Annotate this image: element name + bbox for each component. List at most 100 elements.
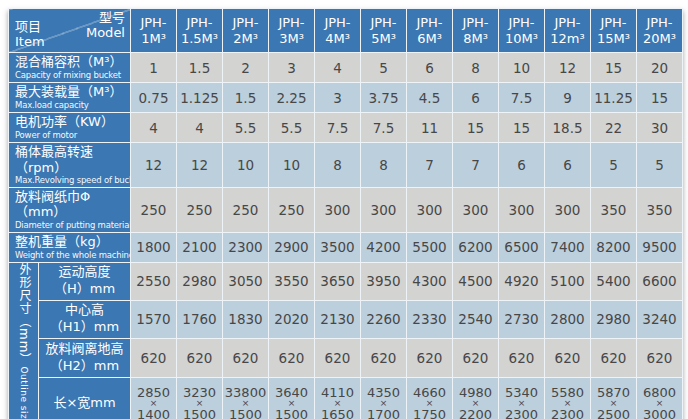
value-cell: 3640×1500 <box>269 378 315 419</box>
outline-size-group-label: 外形尺寸（mm）Outline size <box>9 262 39 419</box>
value-cell: 4300 <box>407 262 453 300</box>
table-row: 长×宽mm2850×14003230×150033800×15003640×15… <box>9 378 683 419</box>
row-label-zh: 整机重量（kg） <box>15 234 128 250</box>
table-row: 混合桶容积（M³）Capacity of mixing bucket11.523… <box>9 53 683 83</box>
value-cell: 10 <box>269 143 315 188</box>
model-header: JPH-10M³ <box>499 9 545 53</box>
value-cell: 5 <box>637 143 683 188</box>
spec-table: 型号Model 项目Item JPH-1M³JPH-1.5M³JPH-2M³JP… <box>8 8 683 419</box>
value-cell: 1830 <box>223 300 269 338</box>
value-cell: 5.5 <box>269 113 315 143</box>
model-header: JPH-8M³ <box>453 9 499 53</box>
value-cell: 620 <box>591 338 637 377</box>
row-label-valve_ground_height: 放料阀离地高 （H2）mm <box>39 338 131 377</box>
model-header: JPH-15M³ <box>591 9 637 53</box>
value-cell: 7.5 <box>361 113 407 143</box>
row-label-en: Capacity of mixing bucket <box>15 70 128 81</box>
table-row: 桶体最高转速（rpm）Max.Revolving speed of bucket… <box>9 143 683 188</box>
value-cell: 5340×2300 <box>499 378 545 419</box>
value-cell: 2260 <box>361 300 407 338</box>
value-cell: 1.5 <box>223 83 269 113</box>
value-cell: 22 <box>591 113 637 143</box>
value-cell: 2980 <box>591 300 637 338</box>
value-cell: 2850×1400 <box>131 378 177 419</box>
value-cell: 620 <box>269 338 315 377</box>
outline-size-en: Outline size <box>19 366 29 419</box>
value-cell: 1760 <box>177 300 223 338</box>
value-cell: 4200 <box>361 232 407 262</box>
value-cell: 620 <box>637 338 683 377</box>
value-cell: 12 <box>131 143 177 188</box>
value-cell: 350 <box>591 187 637 232</box>
value-cell: 0.75 <box>131 83 177 113</box>
row-label-max_revolving_speed: 桶体最高转速（rpm）Max.Revolving speed of bucket <box>9 143 131 188</box>
value-cell: 3 <box>269 53 315 83</box>
value-cell: 7 <box>407 143 453 188</box>
table-row: 放料阀纸巾Φ（mm）Diameter of putting material V… <box>9 187 683 232</box>
corner-model-en: Model <box>86 25 125 40</box>
value-cell: 3500 <box>315 232 361 262</box>
value-cell: 6600 <box>637 262 683 300</box>
value-cell: 620 <box>131 338 177 377</box>
value-cell: 2130 <box>315 300 361 338</box>
value-cell: 8200 <box>591 232 637 262</box>
value-cell: 15 <box>453 113 499 143</box>
value-cell: 33800×1500 <box>223 378 269 419</box>
value-cell: 7.5 <box>499 83 545 113</box>
value-cell: 10 <box>499 53 545 83</box>
row-label-length_width: 长×宽mm <box>39 378 131 419</box>
row-label-motor_power: 电机功率（KW）Power of motor <box>9 113 131 143</box>
row-label-en: Diameter of putting material Valve <box>15 220 128 231</box>
value-cell: 250 <box>131 187 177 232</box>
value-cell: 300 <box>545 187 591 232</box>
value-cell: 5100 <box>545 262 591 300</box>
row-label-en: Max.load capacity <box>15 100 128 111</box>
row-label-center_height: 中心高 （H1）mm <box>39 300 131 338</box>
value-cell: 2900 <box>269 232 315 262</box>
row-label-valve_diameter: 放料阀纸巾Φ（mm）Diameter of putting material V… <box>9 187 131 232</box>
outline-size-zh: 外形尺寸（mm） <box>17 263 31 366</box>
model-header: JPH-12m³ <box>545 9 591 53</box>
row-label-en: Weight of the whole machine <box>15 250 128 261</box>
value-cell: 3230×1500 <box>177 378 223 419</box>
value-cell: 4980×2200 <box>453 378 499 419</box>
value-cell: 15 <box>637 83 683 113</box>
value-cell: 3550 <box>269 262 315 300</box>
value-cell: 6 <box>545 143 591 188</box>
value-cell: 2980 <box>177 262 223 300</box>
value-cell: 9 <box>545 83 591 113</box>
value-cell: 3650 <box>315 262 361 300</box>
value-cell: 2550 <box>131 262 177 300</box>
value-cell: 3.75 <box>361 83 407 113</box>
value-cell: 7 <box>453 143 499 188</box>
row-label-mixing_bucket_capacity: 混合桶容积（M³）Capacity of mixing bucket <box>9 53 131 83</box>
value-cell: 4500 <box>453 262 499 300</box>
value-cell: 620 <box>545 338 591 377</box>
value-cell: 4 <box>177 113 223 143</box>
value-cell: 3050 <box>223 262 269 300</box>
value-cell: 2300 <box>223 232 269 262</box>
value-cell: 300 <box>453 187 499 232</box>
value-cell: 4660×1750 <box>407 378 453 419</box>
value-cell: 6 <box>407 53 453 83</box>
value-cell: 5870×2500 <box>591 378 637 419</box>
value-cell: 15 <box>499 113 545 143</box>
value-cell: 620 <box>177 338 223 377</box>
corner-item-label: 项目Item <box>15 20 45 50</box>
value-cell: 7.5 <box>315 113 361 143</box>
corner-item-en: Item <box>15 34 45 49</box>
value-cell: 1800 <box>131 232 177 262</box>
row-label-en: Power of motor <box>15 130 128 141</box>
value-cell: 250 <box>177 187 223 232</box>
value-cell: 620 <box>407 338 453 377</box>
value-cell: 5 <box>361 53 407 83</box>
value-cell: 6800×3000 <box>637 378 683 419</box>
model-header: JPH-1.5M³ <box>177 9 223 53</box>
value-cell: 5580×2300 <box>545 378 591 419</box>
value-cell: 1.5 <box>177 53 223 83</box>
row-label-zh: 放料阀纸巾Φ（mm） <box>15 189 128 220</box>
value-cell: 11.25 <box>591 83 637 113</box>
corner-cell: 型号Model 项目Item <box>9 9 131 53</box>
value-cell: 5 <box>591 143 637 188</box>
corner-item-zh: 项目 <box>15 19 41 34</box>
